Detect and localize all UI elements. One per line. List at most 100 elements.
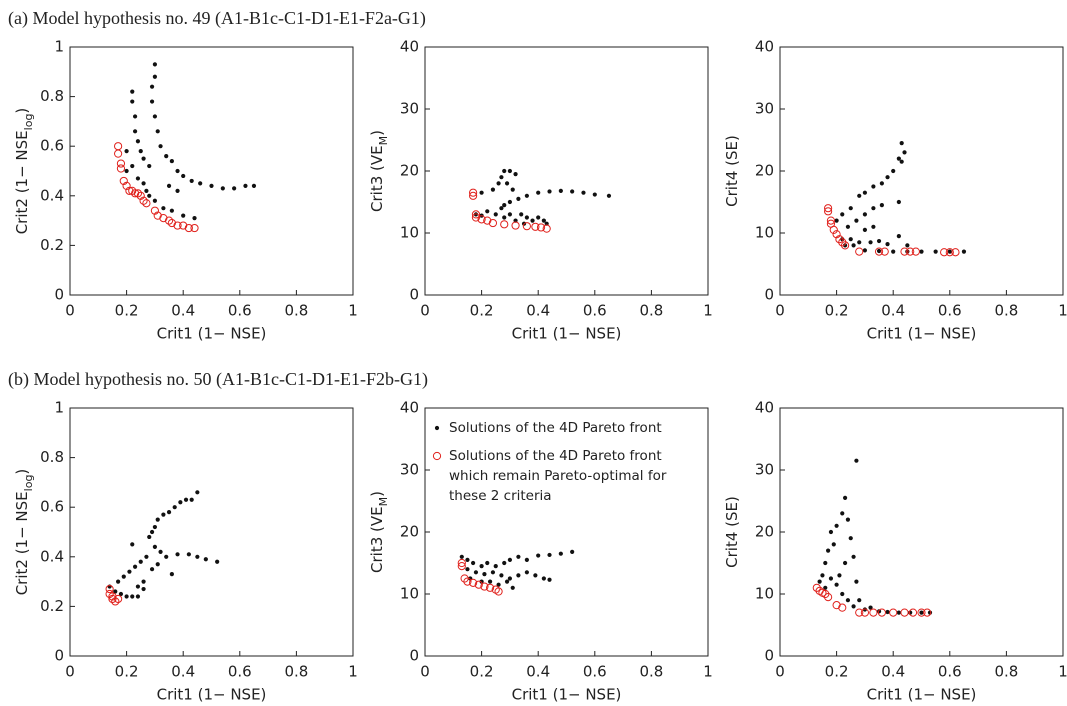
point: [919, 249, 924, 254]
y-axis-label-subscript: log: [22, 114, 35, 131]
point: [220, 186, 225, 191]
point: [879, 181, 884, 186]
point: [490, 570, 496, 575]
point: [499, 573, 504, 578]
point: [114, 142, 123, 151]
point: [842, 495, 848, 500]
point: [144, 554, 149, 559]
point: [181, 213, 186, 218]
x-tick-label: 0.2: [825, 663, 849, 681]
point: [164, 216, 174, 225]
y-tick-label: 30: [755, 100, 774, 118]
y-axis-label-subscript: M: [377, 497, 390, 507]
y-axis-label-part: Crit3 (VE: [368, 145, 386, 212]
y-tick-label: 0.6: [40, 137, 64, 155]
point: [485, 209, 490, 214]
point: [823, 585, 828, 590]
point: [141, 181, 146, 186]
x-tick-label: 0.8: [284, 663, 308, 681]
point: [502, 560, 507, 566]
point: [130, 99, 135, 104]
point: [494, 587, 503, 596]
point: [869, 608, 878, 617]
x-tick-label: 0.8: [639, 302, 663, 320]
point: [130, 189, 140, 198]
point: [195, 490, 200, 495]
point: [906, 247, 915, 256]
x-axis-label: Crit1 (1− NSE): [512, 686, 622, 704]
point: [530, 218, 535, 223]
panel-heading: (b) Model hypothesis no. 50 (A1-B1c-C1-D…: [8, 369, 428, 390]
y-axis-label-part: Crit2 (1− NSE: [13, 491, 31, 595]
point: [127, 569, 132, 574]
x-tick-label: 0: [65, 663, 75, 681]
point: [161, 512, 166, 517]
x-axis-label: Crit1 (1− NSE): [157, 325, 267, 343]
point: [152, 62, 157, 67]
point: [832, 601, 841, 610]
point: [504, 579, 510, 584]
point: [139, 196, 148, 205]
y-tick-label: 20: [755, 162, 774, 180]
point: [536, 223, 546, 232]
point: [896, 199, 901, 205]
y-axis-label: Crit3 (VEM): [368, 491, 390, 573]
point: [876, 248, 882, 254]
point: [837, 573, 842, 578]
y-axis-label-part: ): [13, 108, 31, 114]
point: [896, 234, 901, 239]
y-tick-label: 40: [400, 38, 419, 56]
point: [880, 247, 889, 256]
point: [900, 247, 909, 256]
point: [144, 188, 149, 193]
point: [902, 150, 907, 155]
point: [874, 247, 884, 256]
point: [536, 215, 541, 220]
y-tick-label: 20: [400, 523, 419, 541]
point: [857, 193, 862, 198]
point: [862, 212, 868, 217]
point: [130, 163, 135, 169]
legend-marker: [434, 425, 440, 431]
legend-entry: Solutions of the 4D Pareto front: [449, 420, 662, 436]
x-tick-label: 0.8: [639, 663, 663, 681]
point: [531, 222, 540, 231]
legend-label: Solutions of the 4D Pareto front: [449, 420, 662, 436]
x-tick-label: 0.2: [470, 302, 494, 320]
point: [947, 249, 952, 254]
y-tick-label: 40: [755, 38, 774, 56]
point: [899, 159, 904, 164]
point: [834, 582, 839, 587]
x-tick-label: 0.6: [228, 302, 252, 320]
point: [510, 585, 515, 590]
point: [919, 610, 924, 615]
x-tick-label: 0.2: [115, 663, 139, 681]
point: [136, 191, 145, 200]
point: [125, 186, 134, 195]
point: [175, 168, 180, 174]
point: [114, 594, 123, 604]
point: [459, 554, 464, 559]
point: [871, 206, 876, 211]
y-tick-label: 0.8: [40, 448, 64, 466]
point: [132, 129, 138, 134]
plot-frame: [69, 407, 354, 657]
point: [507, 212, 512, 217]
point: [186, 552, 191, 557]
point: [516, 573, 521, 578]
point: [147, 193, 152, 198]
x-tick-label: 0.4: [171, 663, 195, 681]
point: [524, 193, 529, 198]
x-tick-label: 0: [65, 302, 75, 320]
y-tick-label: 0.6: [40, 498, 64, 516]
point: [138, 149, 143, 154]
legend-marker: [432, 451, 442, 461]
point: [169, 158, 174, 164]
point: [479, 579, 484, 584]
point: [493, 212, 498, 217]
point: [845, 224, 851, 229]
point: [183, 497, 189, 502]
point: [862, 190, 868, 195]
point: [871, 224, 876, 229]
y-axis-label-part: Crit2 (1− NSE: [13, 130, 31, 234]
